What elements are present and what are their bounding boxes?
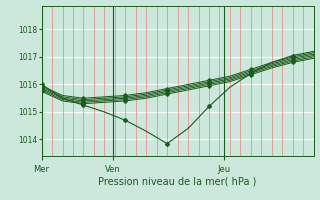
X-axis label: Pression niveau de la mer( hPa ): Pression niveau de la mer( hPa ) — [99, 177, 257, 187]
